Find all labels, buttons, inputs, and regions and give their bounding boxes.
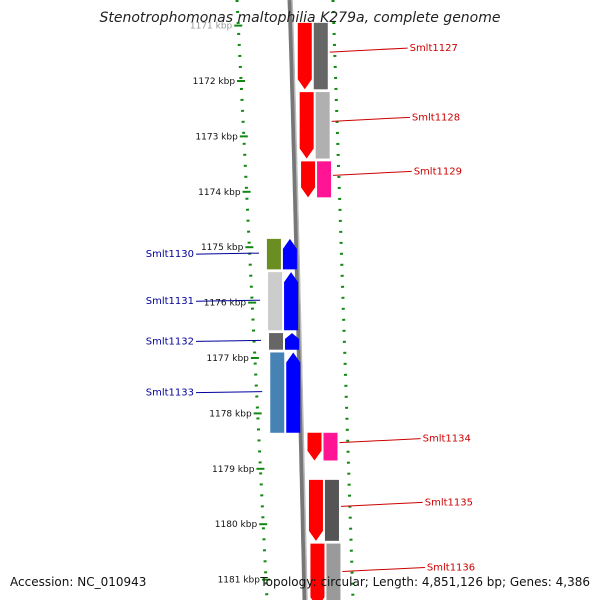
gene-arrow: [301, 161, 316, 198]
outer-dotted-ring: [235, 0, 269, 600]
cog-box: [313, 22, 328, 90]
gene-leader-line: [342, 566, 425, 572]
gene-leader-line: [195, 339, 262, 342]
gene-label: Smlt1134: [423, 434, 471, 445]
gene-label: Smlt1130: [146, 249, 194, 260]
tick-label: 1172 kbp: [193, 77, 236, 87]
gene-arrow: [307, 432, 322, 461]
cog-box: [324, 479, 339, 541]
genome-summary-text: Topology: circular; Length: 4,851,126 bp…: [260, 575, 590, 589]
gene-arrow: [284, 272, 299, 331]
tick-label: 1173 kbp: [195, 132, 238, 142]
gene-leader-line: [331, 116, 410, 122]
inner-dotted-ring: [331, 0, 355, 600]
map-title: Stenotrophomonas maltophilia K279a, comp…: [99, 10, 501, 26]
cog-box: [270, 352, 285, 433]
cog-box: [266, 238, 281, 270]
tick-label: 1181 kbp: [218, 576, 261, 586]
cog-box: [315, 92, 330, 159]
gene-leader-line: [195, 252, 259, 255]
gene-label: Smlt1129: [414, 166, 462, 177]
accession-text: Accession: NC_010943: [10, 575, 147, 589]
cog-box: [269, 333, 284, 350]
gene-leader-line: [195, 391, 263, 394]
gene-arrow: [308, 479, 323, 541]
tick-label: 1176 kbp: [204, 299, 247, 309]
gene-label: Smlt1131: [146, 296, 194, 307]
gene-label: Smlt1133: [146, 388, 194, 399]
gene-leader-line: [340, 501, 423, 507]
tick-label: 1177 kbp: [206, 354, 249, 364]
tick-label: 1178 kbp: [209, 409, 252, 419]
gene-leader-line: [333, 170, 412, 176]
cog-box: [323, 432, 338, 461]
gene-arrow: [310, 543, 325, 600]
gene-label: Smlt1136: [427, 562, 475, 573]
cog-box: [326, 543, 341, 600]
tick-label: 1175 kbp: [201, 243, 244, 253]
gene-leader-line: [329, 47, 408, 53]
gene-label: Smlt1128: [412, 112, 460, 123]
gene-leader-line: [339, 438, 421, 444]
gene-arrow: [286, 352, 301, 433]
cog-box: [268, 272, 283, 331]
gene-arrow: [282, 238, 297, 270]
gene-arrow: [299, 92, 314, 159]
tick-label: 1179 kbp: [212, 465, 255, 475]
gene-leader-line: [195, 299, 261, 302]
tick-label: 1180 kbp: [215, 520, 258, 530]
tick-label: 1174 kbp: [198, 188, 241, 198]
cog-box: [317, 161, 332, 198]
gene-label: Smlt1132: [146, 336, 194, 347]
gene-arrow: [285, 333, 300, 350]
gene-label: Smlt1127: [410, 43, 458, 54]
tick-label: 1171 kbp: [190, 22, 233, 32]
backbone-highlight: [291, 0, 308, 600]
gene-label: Smlt1135: [425, 497, 473, 508]
gene-arrow: [297, 22, 312, 90]
